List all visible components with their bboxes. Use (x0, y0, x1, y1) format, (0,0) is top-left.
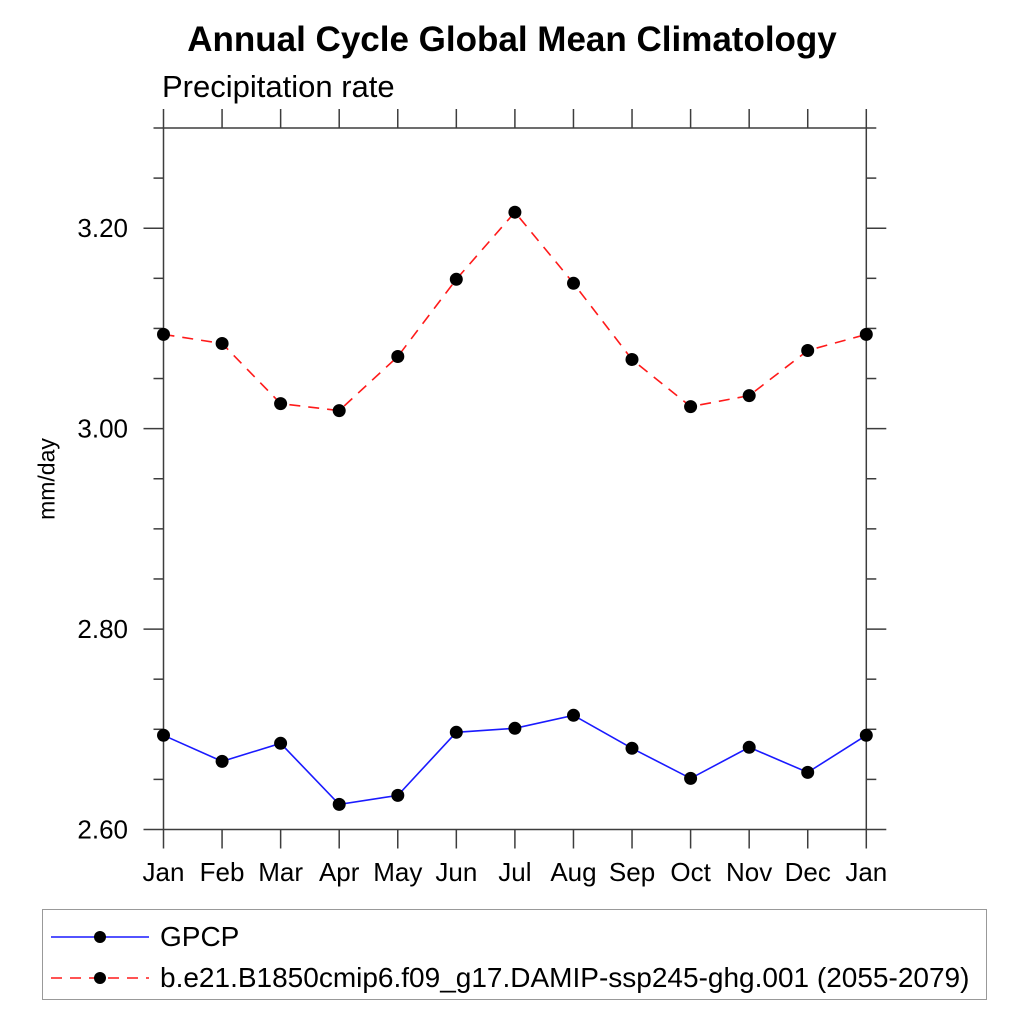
x-tick-label: Aug (550, 857, 596, 887)
x-tick-label: Jul (498, 857, 531, 887)
x-tick-label: Apr (319, 857, 360, 887)
legend-label-model: b.e21.B1850cmip6.f09_g17.DAMIP-ssp245-gh… (160, 962, 970, 993)
y-tick-label: 3.20 (77, 213, 128, 243)
x-tick-label: Sep (609, 857, 655, 887)
series-marker-1 (449, 272, 463, 286)
series-marker-0 (859, 728, 873, 742)
series-marker-1 (157, 327, 170, 341)
x-tick-label: Jun (435, 857, 477, 887)
series-marker-1 (567, 276, 580, 290)
series-marker-1 (215, 337, 229, 350)
x-tick-label: Nov (726, 857, 772, 887)
x-tick-label: Oct (670, 857, 711, 887)
series-marker-1 (742, 389, 756, 403)
series-marker-0 (742, 740, 756, 754)
chart-subtitle: Precipitation rate (162, 69, 395, 104)
y-tick-label: 3.00 (77, 414, 128, 444)
y-tick-label: 2.60 (77, 815, 128, 845)
series-marker-0 (567, 708, 580, 722)
chart-title: Annual Cycle Global Mean Climatology (187, 20, 837, 59)
legend-marker-0 (94, 931, 106, 943)
legend: GPCP b.e21.B1850cmip6.f09_g17.DAMIP-ssp2… (42, 909, 987, 1000)
x-tick-label: Jan (845, 857, 887, 887)
series-marker-0 (625, 741, 639, 755)
x-tick-label: Dec (785, 857, 831, 887)
x-tick-label: Jan (143, 857, 185, 887)
legend-item-model: b.e21.B1850cmip6.f09_g17.DAMIP-ssp245-gh… (49, 960, 969, 996)
series-marker-0 (157, 728, 170, 742)
series-marker-0 (449, 725, 463, 739)
legend-line-sample-gpcp (51, 931, 149, 943)
legend-label-gpcp: GPCP (160, 921, 240, 952)
series-marker-1 (274, 397, 288, 411)
series-marker-0 (801, 765, 815, 779)
series-marker-1 (625, 353, 639, 366)
legend-marker-1 (94, 972, 106, 984)
x-tick-label: Feb (200, 857, 245, 887)
series-marker-1 (801, 344, 815, 357)
series-marker-1 (332, 404, 346, 418)
series-marker-0 (215, 754, 229, 768)
series-marker-0 (508, 721, 522, 735)
x-tick-label: May (373, 857, 422, 887)
series-marker-0 (684, 771, 698, 785)
series-marker-1 (508, 205, 522, 219)
series-marker-0 (391, 788, 405, 802)
series-marker-1 (859, 327, 873, 341)
series-marker-0 (332, 797, 346, 811)
series-line-1 (163, 210, 867, 412)
legend-item-gpcp: GPCP (49, 919, 239, 955)
series-marker-1 (684, 400, 698, 414)
series-marker-1 (391, 350, 405, 363)
x-tick-label: Mar (258, 857, 303, 887)
series-marker-0 (274, 736, 288, 750)
y-tick-label: 2.80 (77, 614, 128, 644)
legend-line-sample-model (51, 972, 149, 984)
